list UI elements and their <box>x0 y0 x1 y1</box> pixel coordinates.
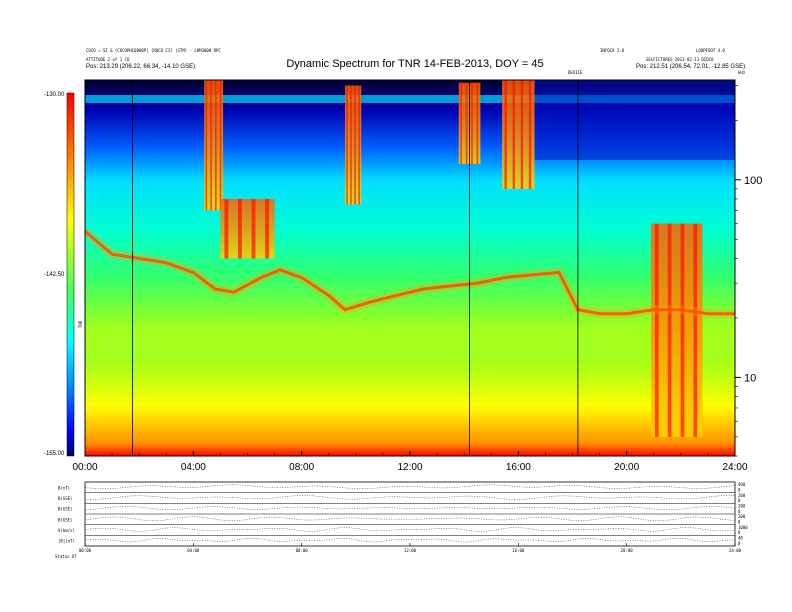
heatmap-area <box>85 80 735 456</box>
y-axis-ticks: 10 100 <box>735 85 762 457</box>
bottom-footer-label: Status UT <box>55 554 77 559</box>
mag-right-tick-1: 0 <box>738 488 741 493</box>
emission-burst-1-streak-3 <box>265 198 269 259</box>
emission-burst-2 <box>345 85 362 205</box>
mag-right-tick-11: 0 <box>738 541 741 546</box>
emission-burst-2-streak-1 <box>350 85 352 205</box>
mag-right-tick-9: 0 <box>738 530 741 535</box>
header-left-line3: Pos: 213.29 (206.22, 66.34, -14.10 GSE) <box>86 64 196 70</box>
mag-x-label-4: 16:00 <box>512 548 525 553</box>
colorbar <box>66 92 75 457</box>
mag-row-label-2: B(GSE) <box>58 507 72 512</box>
x-tick-label-3: 12:00 <box>397 462 422 473</box>
header-right-line1b: LOOPFOOT 4.0 <box>696 48 725 53</box>
mag-panel-rows: B(nT)B(GSE)B(GSE)B(GSE)V(km/s)|B|(nT)400… <box>58 482 748 553</box>
emission-burst-4-streak-0 <box>504 80 507 189</box>
emission-burst-4-streak-1 <box>512 80 515 189</box>
emission-burst-2-streak-3 <box>358 85 360 205</box>
mag-right-tick-3: 0 <box>738 498 741 503</box>
emission-burst-5-streak-0 <box>654 223 659 437</box>
colorbar-axis-label: TNR <box>78 320 84 329</box>
emission-burst-0-streak-0 <box>205 80 208 211</box>
heatmap-low-band <box>85 330 735 456</box>
emission-burst-0-streak-3 <box>219 80 222 211</box>
mag-right-tick-0: 400 <box>738 482 746 487</box>
emission-burst-1-streak-1 <box>238 198 242 259</box>
header-right-line3: Pos: 212.51 (206.54, 72.01, -12.85 GSE) <box>636 64 746 70</box>
mag-right-tick-2: 200 <box>738 493 746 498</box>
mag-x-label-3: 12:00 <box>404 548 417 553</box>
emission-burst-3-streak-1 <box>465 82 468 165</box>
colorbar-mid-label: -142.50 <box>44 272 65 278</box>
mag-x-label-5: 20:00 <box>621 548 634 553</box>
x-tick-label-2: 08:00 <box>289 462 314 473</box>
emission-burst-1-streak-0 <box>224 198 229 259</box>
marker-label: DEVICE <box>568 70 583 75</box>
mag-right-tick-7: 0 <box>738 520 741 525</box>
mag-row-label-0: B(nT) <box>58 485 70 490</box>
page-title: Dynamic Spectrum for TNR 14-FEB-2013, DO… <box>286 58 544 70</box>
mag-row-label-5: |B|(nT) <box>58 539 75 544</box>
x-tick-label-4: 16:00 <box>506 462 531 473</box>
mag-row-label-3: B(GSE) <box>58 517 72 522</box>
vertical-markers <box>131 80 579 456</box>
x-tick-label-5: 20:00 <box>614 462 639 473</box>
emission-burst-3-streak-0 <box>460 82 462 165</box>
x-tick-label-1: 04:00 <box>181 462 206 473</box>
header-right-line2: SELFICTURES 2013-02-13 DIDCO <box>646 57 714 62</box>
header-left-line1: COCO = SI & [COCOPHC0000P] [ROCO CI] (ST… <box>86 48 221 53</box>
plasma-line-glow <box>85 227 735 319</box>
mag-x-label-0: 00:00 <box>79 548 92 553</box>
emission-burst-2-streak-2 <box>354 85 356 205</box>
emission-burst-4-streak-2 <box>520 80 524 189</box>
emission-burst-5-streak-3 <box>693 223 698 437</box>
unit-label: kHz <box>738 70 746 75</box>
mag-trace-2 <box>84 506 736 511</box>
emission-burst-0-streak-2 <box>215 80 217 211</box>
x-tick-label-6: 24:00 <box>722 462 747 473</box>
mag-trace-1 <box>84 495 736 500</box>
x-tick-label-0: 00:00 <box>72 462 97 473</box>
mag-x-label-1: 04:00 <box>187 548 200 553</box>
emission-burst-5-streak-1 <box>667 223 672 437</box>
mag-row-label-1: B(GSE) <box>58 496 72 501</box>
emission-burst-0 <box>204 80 224 211</box>
emission-burst-2-streak-0 <box>346 85 348 205</box>
mag-trace-0 <box>84 484 736 490</box>
colorbar-max-label: -130.00 <box>44 92 65 98</box>
emission-burst-3-streak-3 <box>476 82 479 165</box>
heatmap-cyan-band <box>85 95 735 103</box>
colorbar-min-label: -155.00 <box>44 451 65 457</box>
mag-right-tick-4: 200 <box>738 504 746 509</box>
y-tick-label-0: 10 <box>744 372 756 384</box>
emission-burst-0-streak-1 <box>210 80 212 211</box>
emission-burst-5-streak-2 <box>680 223 685 437</box>
header-right-line1: INFOCO 2.0 <box>600 48 625 53</box>
x-axis-ticks: 00:00 04:00 08:00 12:00 16:00 20:00 24:00 <box>72 451 748 473</box>
mag-right-tick-6: 200 <box>738 514 746 519</box>
mag-right-tick-10: 40 <box>738 536 743 541</box>
mag-row-label-4: V(km/s) <box>58 528 75 533</box>
header-left-line2: ATTITUDE 2 of 1 CO <box>86 57 130 62</box>
plasma-line <box>85 229 735 316</box>
mag-x-label-2: 08:00 <box>296 548 309 553</box>
mag-right-tick-5: 0 <box>738 509 741 514</box>
emission-burst-4-streak-3 <box>528 80 532 189</box>
mag-right-tick-8: 1000 <box>738 525 748 530</box>
mag-x-label-6: 24:00 <box>729 548 742 553</box>
emission-burst-1-streak-2 <box>251 198 256 259</box>
emission-burst-3-streak-2 <box>471 82 473 165</box>
heatmap-dark-region <box>530 80 735 160</box>
y-tick-label-1: 100 <box>744 175 762 187</box>
